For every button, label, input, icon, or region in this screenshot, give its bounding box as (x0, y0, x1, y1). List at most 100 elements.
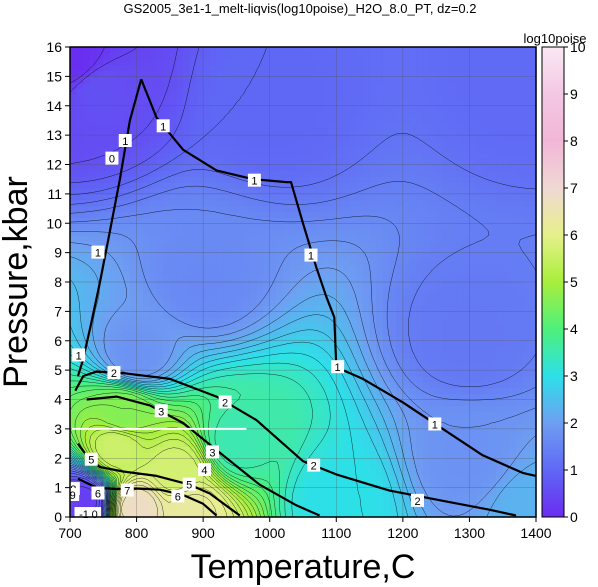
heat-cell (129, 417, 138, 424)
heat-cell (96, 417, 104, 424)
heat-cell (316, 475, 324, 483)
heat-cell (429, 94, 437, 101)
heat-cell (303, 446, 311, 453)
heat-cell (296, 481, 304, 489)
heat-cell (396, 211, 404, 218)
heat-cell (336, 141, 344, 148)
heat-cell (243, 88, 251, 95)
heat-cell (83, 475, 91, 483)
heat-cell (303, 334, 311, 342)
heat-cell (362, 470, 371, 477)
heat-cell (316, 211, 324, 218)
heat-cell (149, 70, 158, 77)
heat-cell (389, 387, 397, 395)
heat-cell (149, 64, 158, 72)
heat-cell (176, 276, 184, 283)
heat-cell (216, 405, 224, 412)
heat-cell (369, 340, 377, 348)
heat-cell (396, 505, 404, 512)
heat-cell (76, 70, 84, 77)
heat-cell (422, 346, 431, 354)
heat-cell (289, 352, 297, 359)
heat-cell (369, 405, 377, 412)
heat-cell (189, 182, 198, 189)
heat-cell (183, 58, 191, 66)
heat-cell (236, 146, 244, 154)
heat-cell (369, 223, 377, 230)
heat-cell (203, 334, 211, 342)
heat-cell (209, 293, 218, 301)
heat-cell (316, 358, 324, 365)
heat-cell (229, 76, 238, 83)
heat-cell (163, 493, 171, 500)
heat-cell (143, 252, 151, 260)
heat-cell (356, 287, 364, 295)
heat-cell (89, 287, 98, 295)
heat-cell (416, 376, 424, 383)
heat-cell (422, 317, 431, 324)
heat-cell (436, 47, 444, 54)
heat-cell (143, 58, 151, 66)
heat-cell (143, 458, 151, 465)
heat-cell (316, 176, 324, 183)
heat-cell (309, 82, 317, 89)
heat-cell (183, 470, 191, 477)
heat-cell (416, 235, 424, 242)
heat-cell (203, 229, 211, 236)
heat-cell (329, 511, 337, 518)
heat-cell (256, 88, 264, 95)
heat-cell (283, 458, 291, 465)
heat-cell (362, 270, 371, 277)
heat-cell (223, 305, 231, 312)
heat-cell (116, 193, 124, 201)
heat-cell (116, 411, 124, 418)
heat-cell (103, 199, 111, 207)
heat-cell (243, 299, 251, 307)
heat-cell (316, 146, 324, 154)
heat-cell (223, 164, 231, 171)
heat-cell (229, 252, 238, 260)
heat-cell (316, 88, 324, 95)
heat-cell (422, 211, 431, 218)
heat-cell (196, 276, 204, 283)
heat-cell (436, 346, 444, 354)
heat-cell (322, 88, 331, 95)
heat-cell (269, 47, 277, 54)
heat-cell (456, 340, 464, 348)
heat-cell (183, 47, 191, 54)
heat-cell (402, 293, 411, 301)
heat-cell (362, 464, 371, 471)
heat-cell (436, 499, 444, 506)
heat-cell (89, 111, 98, 119)
heat-cell (129, 211, 138, 218)
heat-cell (342, 235, 351, 242)
heat-cell (189, 229, 198, 236)
heat-cell (289, 58, 297, 66)
heat-cell (422, 475, 431, 483)
heat-cell (469, 399, 477, 406)
heat-cell (422, 70, 431, 77)
heat-cell (83, 293, 91, 301)
heat-cell (109, 258, 118, 265)
heat-cell (89, 387, 98, 395)
heat-cell (429, 158, 437, 166)
heat-cell (329, 129, 337, 136)
heat-cell (449, 387, 457, 395)
heat-cell (169, 287, 178, 295)
heat-cell (422, 47, 431, 54)
heat-cell (229, 270, 238, 277)
heat-cell (129, 117, 138, 124)
heat-cell (263, 105, 271, 113)
heat-cell (396, 393, 404, 401)
heat-cell (303, 452, 311, 459)
heat-cell (462, 499, 471, 506)
heat-cell (136, 311, 144, 318)
heat-cell (70, 323, 78, 330)
heat-cell (203, 458, 211, 465)
heat-cell (163, 235, 171, 242)
heat-cell (289, 423, 297, 430)
heat-cell (163, 446, 171, 453)
heat-cell (243, 305, 251, 312)
heat-cell (276, 47, 284, 54)
heat-cell (436, 440, 444, 448)
